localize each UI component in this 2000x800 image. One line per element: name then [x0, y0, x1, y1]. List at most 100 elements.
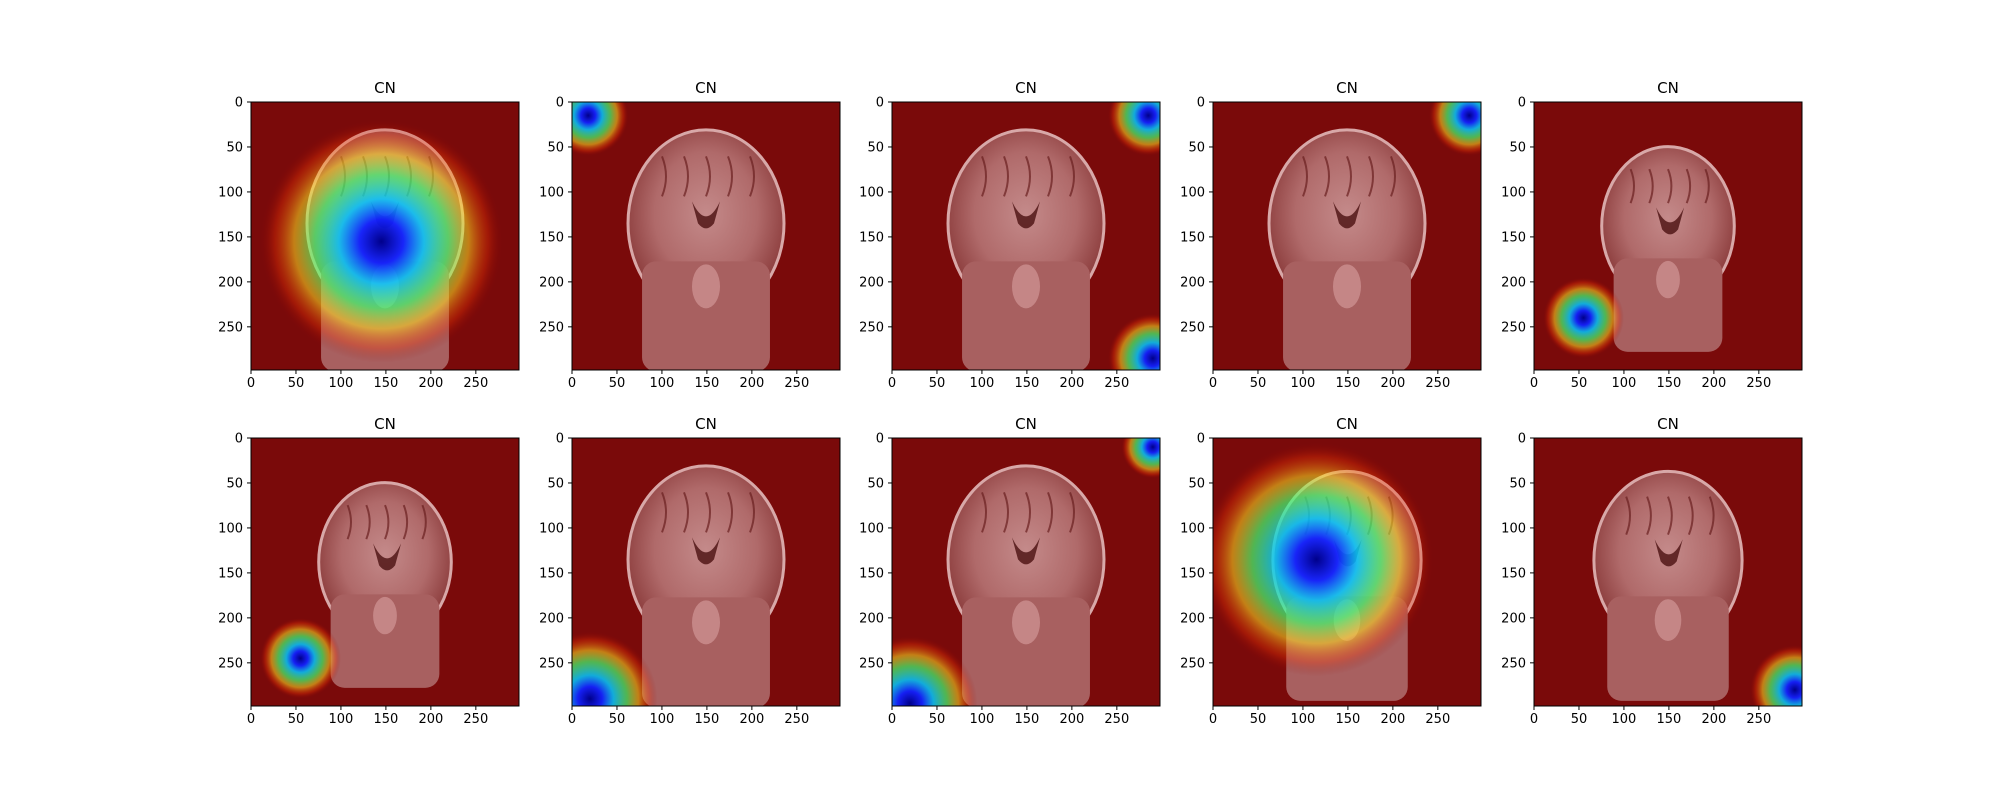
y-tick-label: 0: [1518, 432, 1526, 447]
panel-9: CN 0 50 100 150 200 250 0 50 100 150 200 250: [1180, 415, 1482, 727]
panel-7: CN 0 50 100 150 200 250 0 50 100 150 200 250: [539, 415, 841, 727]
y-tick-label: 150: [539, 230, 564, 245]
x-tick-label: 150: [1335, 712, 1360, 727]
y-tick-label: 0: [1518, 96, 1526, 111]
heat-spot: [1428, 102, 1481, 156]
y-tick-label: 200: [218, 611, 243, 626]
axes-frame: [571, 101, 841, 371]
brain-slice: [1600, 145, 1736, 352]
x-tick-label: 100: [329, 712, 354, 727]
x-tick-label: 100: [1612, 712, 1637, 727]
axes-frame: [1533, 437, 1803, 707]
y-tick-label: 100: [859, 185, 884, 200]
y-tick-label: 100: [859, 521, 884, 536]
brain-slice: [1267, 128, 1427, 370]
x-tick-label: 150: [373, 712, 398, 727]
x-tick-label: 250: [1746, 376, 1771, 391]
mri-heatmap-image: [892, 438, 1160, 706]
panel-title: CN: [1015, 79, 1037, 97]
x-tick-label: 150: [694, 712, 719, 727]
heat-spot: [259, 119, 503, 363]
mri-heatmap-image: [1213, 438, 1481, 706]
panels-layer: CN 0 50 100 150 200 250 0 50 100 150 200 250 CN 0 50 100…: [218, 79, 1803, 727]
mri-heatmap-image: [892, 102, 1160, 370]
y-tick-label: 100: [1501, 185, 1526, 200]
y-tick-label: 100: [218, 185, 243, 200]
y-tick-label: 200: [539, 611, 564, 626]
y-tick-label: 0: [1197, 96, 1205, 111]
x-tick-label: 50: [288, 712, 305, 727]
mri-heatmap-image: [572, 102, 840, 370]
y-tick-label: 200: [1180, 611, 1205, 626]
x-tick-label: 250: [784, 712, 809, 727]
y-tick-label: 150: [859, 566, 884, 581]
x-tick-label: 200: [418, 376, 443, 391]
x-tick-label: 150: [1014, 376, 1039, 391]
heat-spot: [1749, 644, 1802, 706]
x-tick-label: 150: [1335, 376, 1360, 391]
y-tick-label: 250: [218, 656, 243, 671]
x-tick-label: 0: [568, 712, 576, 727]
y-tick-label: 250: [1501, 656, 1526, 671]
panel-title: CN: [1657, 415, 1679, 433]
heat-spot: [572, 102, 629, 156]
panel-title: CN: [695, 415, 717, 433]
x-tick-label: 50: [1571, 376, 1588, 391]
axes-frame: [891, 101, 1161, 371]
y-tick-label: 100: [1501, 521, 1526, 536]
y-tick-label: 250: [859, 320, 884, 335]
axes-frame: [250, 101, 520, 371]
heat-spot: [1121, 438, 1160, 479]
mri-heatmap-image: [251, 102, 519, 370]
axes-frame: [250, 437, 520, 707]
x-tick-label: 200: [1059, 376, 1084, 391]
y-tick-label: 150: [1180, 566, 1205, 581]
x-tick-label: 150: [373, 376, 398, 391]
heat-spot: [572, 631, 658, 706]
x-tick-label: 50: [609, 376, 626, 391]
y-tick-label: 100: [1180, 185, 1205, 200]
y-tick-label: 50: [1188, 140, 1205, 155]
x-tick-label: 100: [970, 712, 995, 727]
axes-frame: [1212, 437, 1482, 707]
y-tick-label: 50: [547, 476, 564, 491]
panel-3: CN 0 50 100 150 200 250 0 50 100 150 200 250: [859, 79, 1161, 391]
y-tick-label: 150: [218, 230, 243, 245]
y-tick-label: 50: [547, 140, 564, 155]
mri-heatmap-image: [251, 438, 519, 706]
y-tick-label: 250: [218, 320, 243, 335]
y-tick-label: 250: [1501, 320, 1526, 335]
x-tick-label: 250: [1746, 712, 1771, 727]
y-tick-label: 50: [867, 140, 884, 155]
y-tick-label: 150: [539, 566, 564, 581]
y-tick-label: 200: [859, 611, 884, 626]
x-tick-label: 200: [1380, 712, 1405, 727]
y-tick-label: 50: [226, 140, 243, 155]
axes-frame: [1533, 101, 1803, 371]
y-tick-label: 50: [226, 476, 243, 491]
heat-spot: [892, 635, 978, 706]
x-tick-label: 250: [1104, 376, 1129, 391]
x-tick-label: 200: [1701, 712, 1726, 727]
axes-frame: [1212, 101, 1482, 371]
axes-frame: [891, 437, 1161, 707]
y-tick-label: 250: [1180, 320, 1205, 335]
y-tick-label: 200: [859, 275, 884, 290]
y-tick-label: 0: [1197, 432, 1205, 447]
x-tick-label: 0: [888, 712, 896, 727]
x-tick-label: 200: [1701, 376, 1726, 391]
brain-slice: [1592, 469, 1744, 701]
y-tick-label: 100: [218, 521, 243, 536]
x-tick-label: 100: [1612, 376, 1637, 391]
heat-spot: [1107, 102, 1160, 156]
x-tick-label: 150: [1656, 376, 1681, 391]
x-tick-label: 50: [1250, 376, 1267, 391]
heat-spot: [259, 617, 341, 699]
x-tick-label: 250: [463, 712, 488, 727]
y-tick-label: 200: [539, 275, 564, 290]
axes-frame: [571, 437, 841, 707]
x-tick-label: 0: [1530, 712, 1538, 727]
heat-spot: [1213, 442, 1434, 677]
y-tick-label: 250: [1180, 656, 1205, 671]
x-tick-label: 250: [1425, 376, 1450, 391]
